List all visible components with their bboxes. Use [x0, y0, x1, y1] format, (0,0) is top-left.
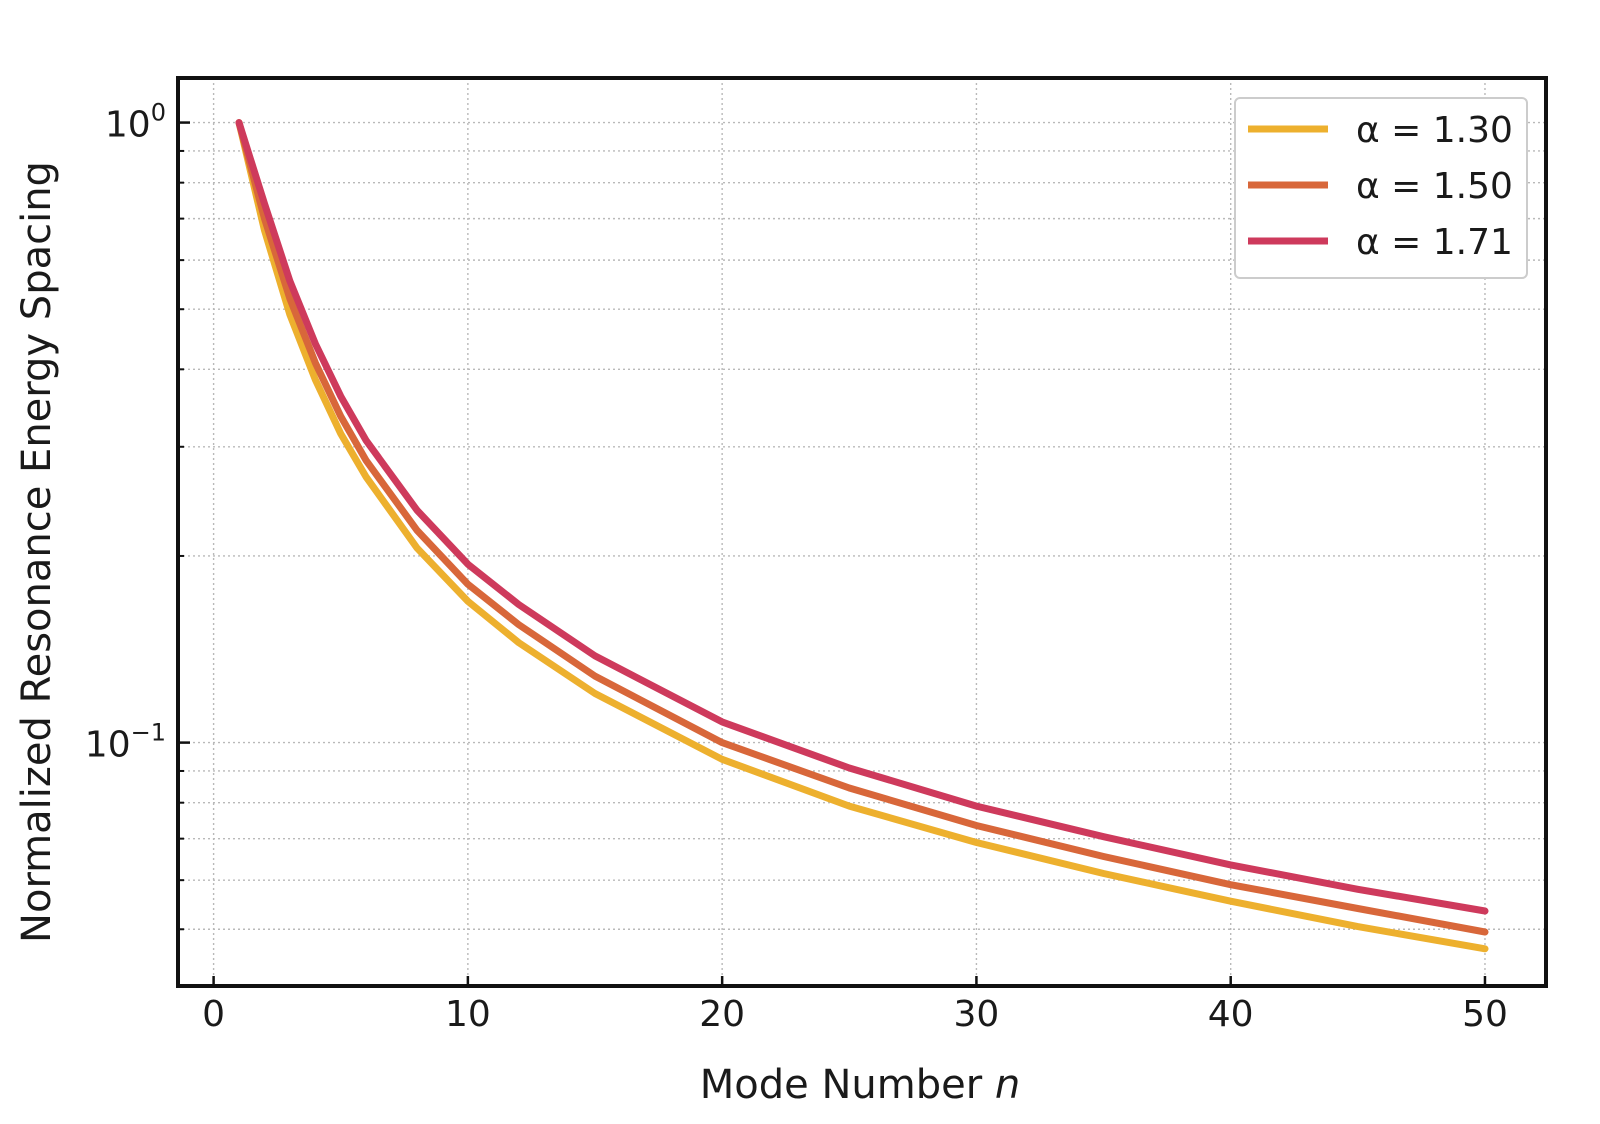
- series-layer: [235, 119, 1489, 953]
- plot-frame: [176, 76, 1548, 988]
- legend: α = 1.30 α = 1.50 α = 1.71: [1234, 97, 1528, 279]
- series-line: [235, 119, 1489, 936]
- legend-label: α = 1.50: [1356, 166, 1513, 207]
- x-axis-label-text: Mode Number: [700, 1062, 983, 1108]
- x-tick-label: 30: [954, 994, 1000, 1035]
- legend-label: α = 1.71: [1356, 222, 1513, 263]
- y-tick-label: 100: [105, 99, 166, 146]
- x-tick-label: 0: [202, 994, 225, 1035]
- y-tick-label-base: 10: [105, 105, 151, 146]
- y-tick-label: 10−1: [85, 719, 166, 766]
- series-line: [235, 119, 1489, 953]
- series-line: [235, 119, 1489, 915]
- legend-box: [1234, 97, 1528, 279]
- y-tick-label-exponent: 0: [151, 99, 166, 127]
- x-tick-label: 50: [1462, 994, 1508, 1035]
- x-axis-label: Mode Number n: [700, 1062, 1020, 1108]
- legend-label: α = 1.30: [1356, 110, 1513, 151]
- x-tick-label: 40: [1208, 994, 1254, 1035]
- x-tick-label: 20: [699, 994, 745, 1035]
- y-axis-label: Normalized Resonance Energy Spacing: [14, 161, 60, 943]
- y-tick-label-base: 10: [85, 725, 131, 766]
- x-axis-label-symbol: n: [995, 1062, 1020, 1108]
- x-tick-label: 10: [445, 994, 491, 1035]
- y-tick-label-exponent: −1: [131, 719, 166, 747]
